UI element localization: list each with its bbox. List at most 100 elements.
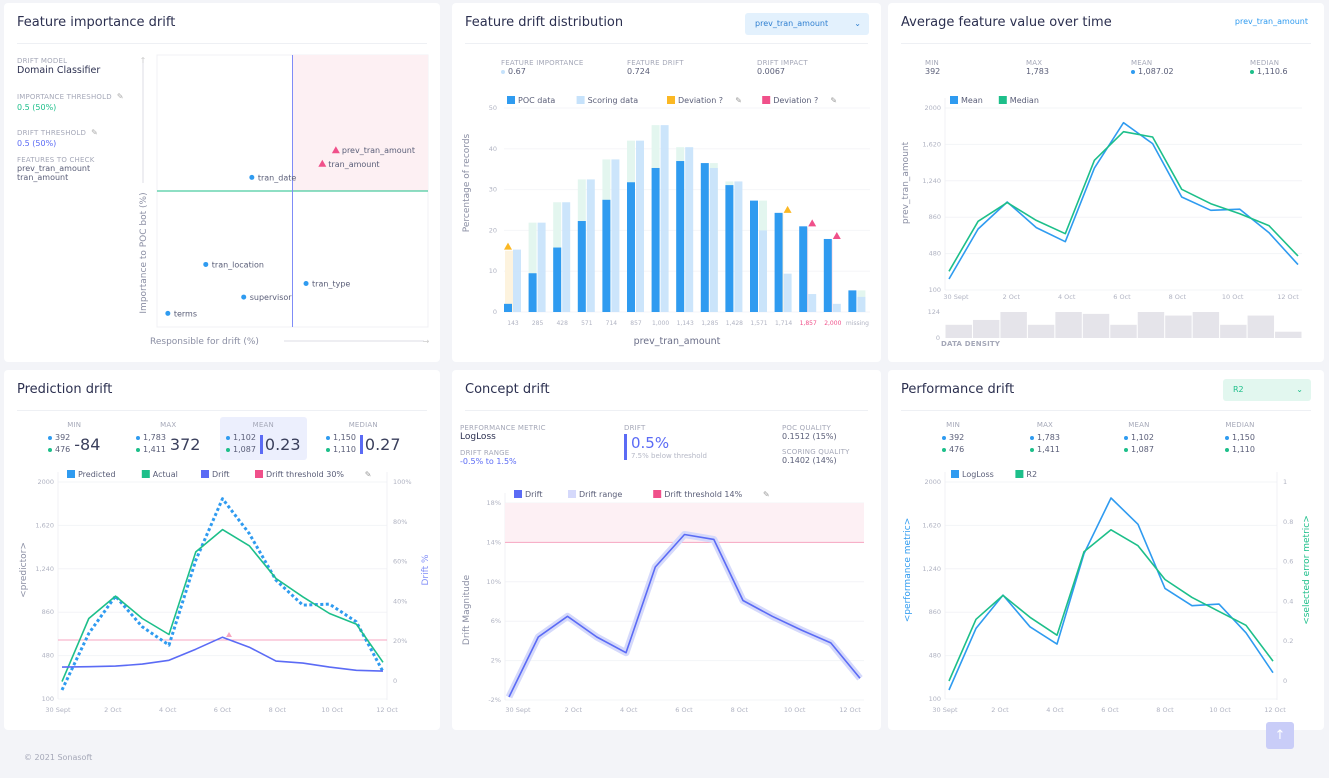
- y-tick-label: 20: [489, 226, 497, 234]
- legend-label: Mean: [961, 96, 983, 105]
- feature-point: [303, 280, 309, 286]
- x-tick-label: 4 Oct: [1058, 293, 1076, 301]
- avg-feature-line-chart: Mean Median 100 480 860 1,240 1,620 2000 30 Sept…: [901, 96, 1302, 342]
- x-tick-label: 1,000: [652, 320, 669, 327]
- bar-scoring-1,714: [783, 273, 792, 312]
- y-tick-label: 860: [929, 608, 941, 616]
- x-tick-label: 285: [532, 320, 544, 327]
- actual-value: 476: [55, 445, 71, 454]
- y-tick-label: 860: [42, 608, 54, 616]
- bar-scoring-1,857: [808, 294, 817, 312]
- bar-scoring-285: [537, 222, 546, 312]
- x-tick-label: missing: [846, 320, 869, 327]
- y-tick-label: 2000: [924, 478, 941, 486]
- actual-value: 1,087: [233, 445, 256, 454]
- feature-point: [249, 174, 255, 180]
- chevron-down-icon: ⌄: [854, 19, 861, 28]
- actual-value: 1,110: [333, 445, 356, 454]
- y-tick-label: 480: [929, 250, 941, 258]
- metric-select[interactable]: R2 ⌄: [1223, 379, 1311, 401]
- stat-max: MAX 1,783 1,411: [1024, 417, 1066, 460]
- stat-label: MAX: [1036, 421, 1054, 429]
- x-tick-label: 4 Oct: [620, 706, 638, 714]
- scroll-to-top-button[interactable]: ↑: [1266, 722, 1294, 749]
- poc-quality-label: POC QUALITY: [782, 424, 831, 432]
- y2-tick-label: 0.6: [1283, 558, 1293, 566]
- stat-value: 392: [925, 67, 941, 76]
- legend-swatch: [568, 490, 576, 498]
- panel-title: Feature drift distribution: [465, 15, 624, 30]
- x-tick-label: 714: [606, 320, 618, 327]
- legend-label: Drift range: [579, 490, 622, 499]
- stat-label: DRIFT IMPACT: [757, 59, 808, 67]
- y2-tick-label: 0.2: [1283, 637, 1293, 645]
- y-tick-label: 480: [42, 652, 54, 660]
- x-tick-label: 1,857: [800, 320, 817, 327]
- avg-feature-panel: Average feature value over time prev_tra…: [888, 3, 1324, 362]
- stat-mean: MEAN 1,102 1,087 0.23: [220, 417, 307, 460]
- importance-threshold-value: 0.5 (50%): [17, 103, 57, 112]
- metric-label: PERFORMANCE METRIC: [460, 424, 546, 432]
- edit-pencil-icon: ✎: [763, 490, 770, 499]
- predicted-value: 1,783: [1037, 433, 1060, 442]
- stat-median: MEDIAN 1,150 1,110: [1219, 417, 1261, 460]
- feature-importance-scatter: ↑ Importance to POC bot (%) Responsible fo…: [139, 54, 430, 347]
- feature-point: [203, 261, 209, 267]
- edit-pencil-icon[interactable]: ✎: [91, 128, 98, 137]
- edit-pencil-icon[interactable]: ✎: [116, 92, 124, 101]
- density-tick-label: 124: [928, 308, 940, 316]
- legend-swatch: [201, 470, 209, 478]
- bar-poc-2,000: [823, 238, 832, 312]
- y2-tick-label: 20%: [393, 637, 407, 645]
- drift-threshold-value: 0.5 (50%): [17, 139, 57, 148]
- x-tick-label: 8 Oct: [1169, 293, 1187, 301]
- density-bar: [1000, 312, 1027, 338]
- drift-range-value: -0.5% to 1.5%: [460, 457, 517, 466]
- x-tick-label: 10 Oct: [1222, 293, 1244, 301]
- density-bar: [1275, 331, 1302, 338]
- drift-range-label: DRIFT RANGE: [460, 449, 510, 457]
- predicted-value: 1,150: [333, 433, 356, 442]
- feature-link[interactable]: prev_tran_amount: [1234, 17, 1308, 26]
- predicted-value: 392: [949, 433, 965, 442]
- edit-pencil-icon: ✎: [830, 96, 837, 105]
- legend-label: POC data: [518, 96, 555, 105]
- legend-swatch: [141, 470, 150, 478]
- density-bar: [1082, 313, 1110, 338]
- feature-to-check: prev_tran_amount: [17, 164, 91, 173]
- stat-mean: MEAN 1,102 1,087: [1118, 417, 1160, 460]
- predicted-value: 1,102: [1131, 433, 1154, 442]
- feature-select[interactable]: prev_tran_amount ⌄: [745, 13, 869, 35]
- y2-tick-label: 60%: [393, 558, 407, 566]
- actual-value: 1,087: [1131, 445, 1154, 454]
- warning-triangle-icon: [226, 632, 232, 637]
- stat-label: MIN: [925, 59, 939, 67]
- density-bar: [1165, 315, 1192, 338]
- y2-tick-label: 0.8: [1283, 518, 1293, 526]
- stat-label: MIN: [946, 421, 961, 429]
- bar-scoring-857: [636, 140, 644, 312]
- feature-drift-bar-chart: POC data Scoring data Deviation ? ✎ Deviatio…: [462, 96, 870, 347]
- y2-tick-label: 1: [1283, 478, 1287, 486]
- performance-drift-chart: LogLoss R2 100 480 860 1,240 1,620 2000 0 0.2 0.4 0…: [903, 470, 1312, 714]
- x-tick-label: 2 Oct: [565, 706, 583, 714]
- y-tick-label: 860: [929, 213, 941, 221]
- warning-triangle-icon: [832, 231, 841, 239]
- y-tick-label: 1,620: [922, 140, 941, 148]
- y-tick-label: 18%: [487, 499, 501, 507]
- importance-threshold-label: IMPORTANCE THRESHOLD: [17, 93, 112, 101]
- legend-swatch: [762, 96, 771, 104]
- feature-point-label: tran_amount: [328, 160, 379, 169]
- stat-value: 1,783: [1026, 67, 1049, 76]
- footer-copyright: © 2021 Sonasoft: [24, 753, 93, 762]
- warning-triangle-icon: [318, 159, 327, 167]
- series-line-drift: [508, 533, 861, 698]
- legend-label: Actual: [153, 470, 178, 479]
- feature-point-label: prev_tran_amount: [342, 146, 415, 155]
- panel-title: Performance drift: [901, 382, 1015, 397]
- density-bar: [1220, 324, 1247, 338]
- panel-title: Concept drift: [465, 382, 550, 397]
- scoring-quality-value: 0.1402 (14%): [782, 456, 837, 465]
- legend-label: Deviation ?: [773, 96, 818, 105]
- bar-poc-714: [602, 199, 611, 312]
